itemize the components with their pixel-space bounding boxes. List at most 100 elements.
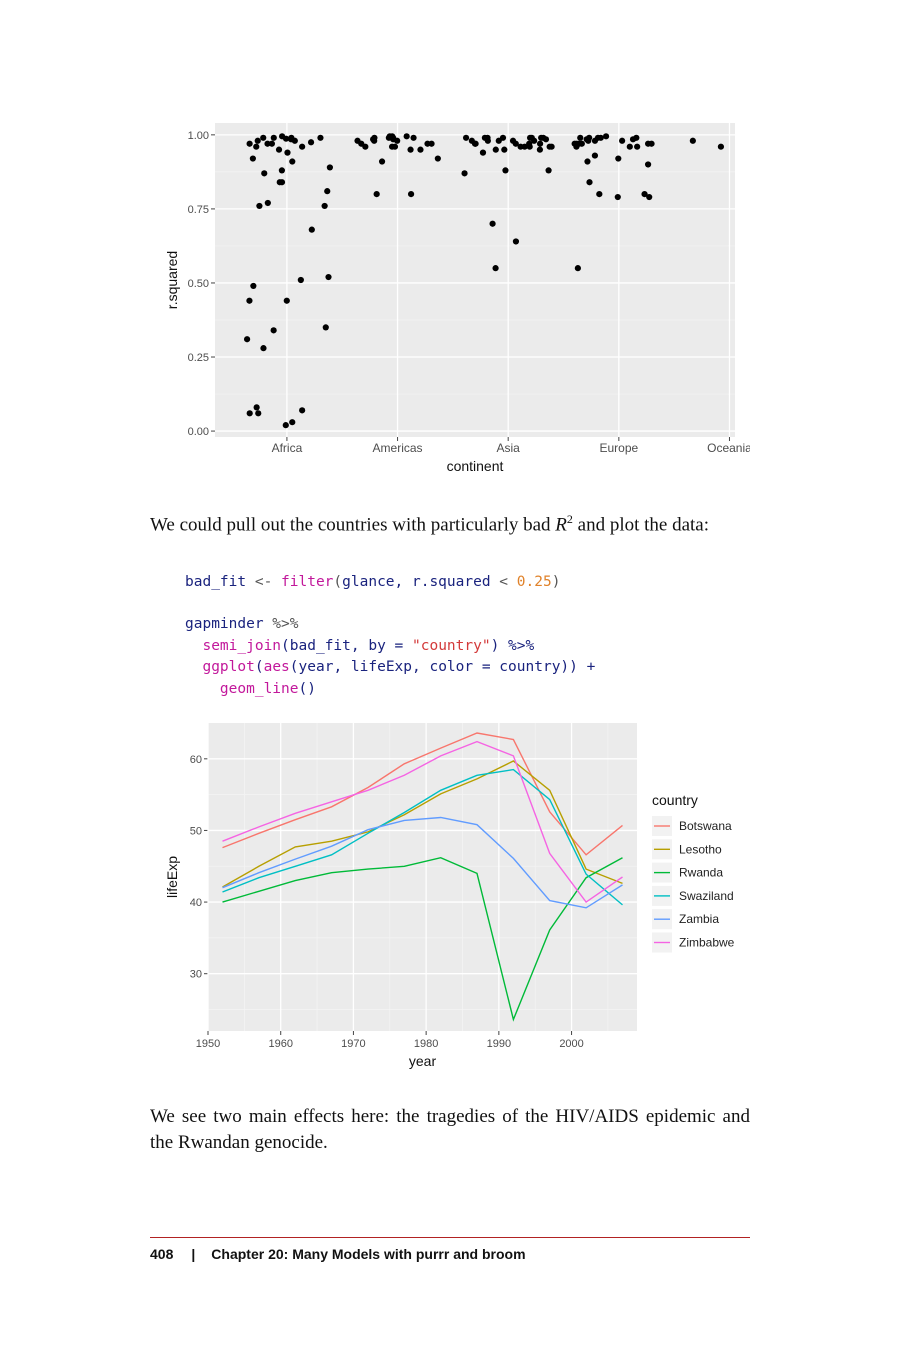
legend-label: Zambia [679,912,719,926]
r-superscript: 2 [566,512,573,526]
data-point [324,188,331,195]
data-point [584,158,591,165]
data-point [576,140,583,147]
legend-label: Zimbabwe [679,936,735,950]
page-footer: 408 | Chapter 20: Many Models with purrr a… [150,1246,526,1262]
footer-separator: | [191,1246,196,1262]
data-point [282,422,289,429]
code-token: ( [254,659,264,675]
data-point [521,143,528,150]
data-point [388,143,396,150]
y-tick-label: 30 [190,969,202,981]
data-point [378,158,386,165]
paragraph-conclusion: We see two main effects here: the traged… [150,1106,750,1153]
data-point [250,282,257,290]
code-block-plot: gapminder %>% semi_join(bad_fit, by = "c… [185,614,595,700]
plot-panel [208,723,637,1031]
code-token: (bad_fit, by = [281,637,412,654]
data-point [321,202,328,210]
legend-title: country [652,792,698,808]
code-token: geom_line [219,680,299,697]
data-point [645,140,652,147]
series-line-lesotho [222,760,623,888]
series-line-rwanda [222,856,623,1022]
data-point [526,140,533,147]
data-point [249,155,256,162]
chapter-title: Chapter 20: Many Models with purrr and b… [211,1246,526,1262]
data-point [373,190,380,198]
data-point [591,137,599,144]
code-block-filter: bad_fit <- filter(glance, r.squared < 0.… [185,572,560,594]
data-point [577,134,584,141]
code-token: semi_join [202,637,282,654]
data-point [586,134,593,141]
data-point [512,140,519,147]
data-point [531,137,538,144]
data-point [489,220,496,227]
x-tick-label: 1960 [268,1038,292,1050]
data-point [619,137,626,144]
data-point [626,143,633,150]
data-point [586,179,593,186]
data-point [246,297,253,304]
x-tick-label: Americas [373,441,423,455]
data-point [536,140,544,147]
data-point [389,133,396,140]
data-point [264,140,271,147]
data-point [548,143,555,150]
data-point [646,193,653,201]
y-tick-label: 40 [190,897,202,909]
data-point [299,407,306,414]
data-point [502,167,509,174]
code-token: filter [281,574,334,590]
code-token: (year, lifeExp, color = country)) + [289,659,596,675]
x-tick-label: 1980 [414,1038,438,1050]
data-point [629,136,637,143]
data-point [289,419,296,426]
data-point [253,143,260,150]
series-line-zimbabwe [222,740,623,904]
data-point [641,190,648,198]
data-point [246,140,253,147]
data-point [299,143,306,150]
data-point [634,143,641,150]
data-point [243,336,251,343]
x-tick-label: 1990 [487,1038,511,1050]
data-point [536,146,544,153]
plot-panel [215,123,735,437]
code-token: < [490,574,517,590]
data-point [256,202,263,210]
data-point [260,345,267,352]
footer-rule [150,1237,750,1238]
data-point [644,161,652,168]
data-point [571,140,578,147]
y-tick-label: 60 [190,754,202,766]
data-point [270,134,277,141]
data-point [322,324,329,331]
legend-label: Swaziland [679,889,734,903]
data-point [461,170,468,177]
data-point [279,133,286,140]
data-point [283,297,290,304]
data-point [434,155,441,162]
data-point [317,134,324,141]
data-point [597,134,604,141]
data-point [260,134,267,141]
code-token: ggplot [202,659,255,675]
y-tick-label: 0.50 [188,278,209,290]
data-point [255,410,262,417]
code-token: bad_fit [185,574,247,590]
code-token: "country" [412,637,491,654]
data-point [297,276,304,284]
x-axis-title: continent [447,458,504,474]
code-token: gapminder [185,616,264,632]
series-line-zambia [222,816,623,909]
code-token: aes [263,659,290,675]
x-axis-title: year [409,1053,437,1069]
data-point [501,146,508,153]
x-tick-label: Asia [497,441,521,455]
data-point [325,273,332,281]
data-point [462,134,470,141]
data-point [270,327,277,334]
code-token: %>% [263,616,299,632]
